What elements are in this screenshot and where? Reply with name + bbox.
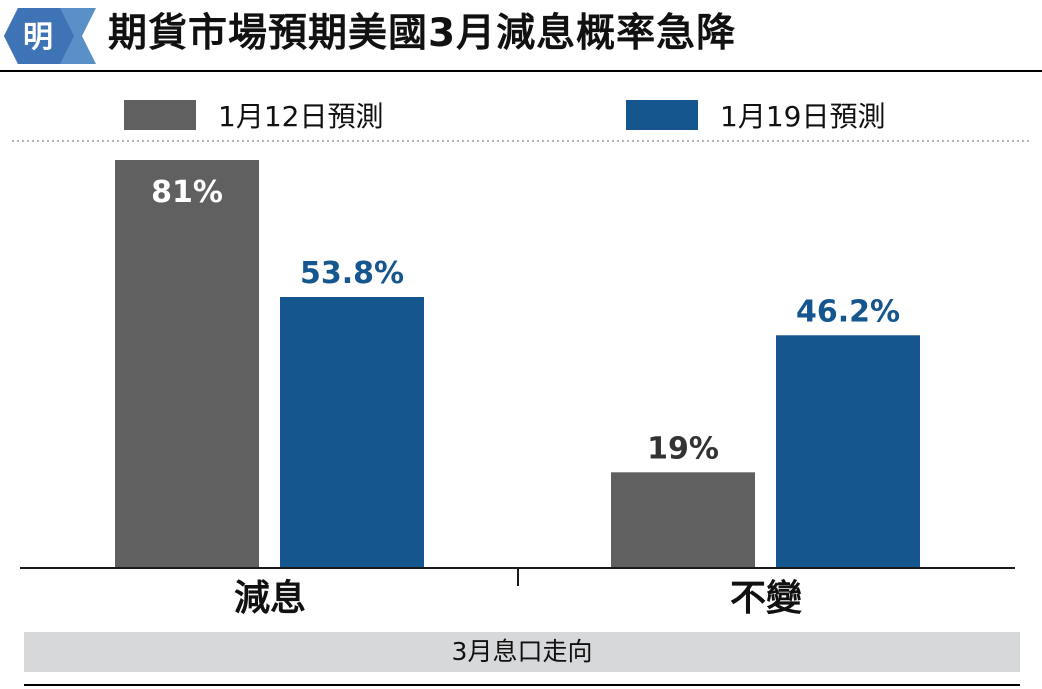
legend-label-1: 1月12日預測 xyxy=(218,100,383,133)
logo-text: 明 xyxy=(23,20,53,55)
value-label-1-series-2: 53.8% xyxy=(300,256,404,291)
category-label-1: 減息 xyxy=(234,578,306,619)
chart-title: 期貨市場預期美國3月減息概率急降 xyxy=(108,11,737,56)
bottom-divider xyxy=(24,684,1020,686)
logo-icon: 明 xyxy=(4,8,96,64)
category-labels-group: 減息 不變 xyxy=(234,578,802,619)
bars-group xyxy=(115,160,920,568)
header-divider xyxy=(0,70,1042,72)
legend-swatch-1 xyxy=(124,100,196,130)
bar-1-series-2 xyxy=(280,297,424,568)
bar-1-series-1 xyxy=(115,160,259,568)
legend-label-2: 1月19日預測 xyxy=(720,100,885,133)
bar-2-series-2 xyxy=(776,335,920,568)
legend-swatch-2 xyxy=(626,100,698,130)
bar-2-series-1 xyxy=(611,472,755,568)
value-label-1-series-1: 81% xyxy=(151,175,223,210)
value-labels-group: 81% 53.8% 19% 46.2% xyxy=(151,175,900,466)
x-axis-title-bar: 3月息口走向 xyxy=(24,632,1020,672)
legend: 1月12日預測 1月19日預測 xyxy=(124,100,885,133)
header: 明 期貨市場預期美國3月減息概率急降 xyxy=(0,0,1042,72)
value-label-2-series-2: 46.2% xyxy=(796,294,900,329)
bar-chart: 1月12日預測 1月19日預測 81% 53.8% 19% 46.2% 減息 不變 xyxy=(12,100,1030,619)
value-label-2-series-1: 19% xyxy=(647,431,719,466)
x-axis-title: 3月息口走向 xyxy=(451,637,593,666)
category-label-2: 不變 xyxy=(730,578,802,619)
